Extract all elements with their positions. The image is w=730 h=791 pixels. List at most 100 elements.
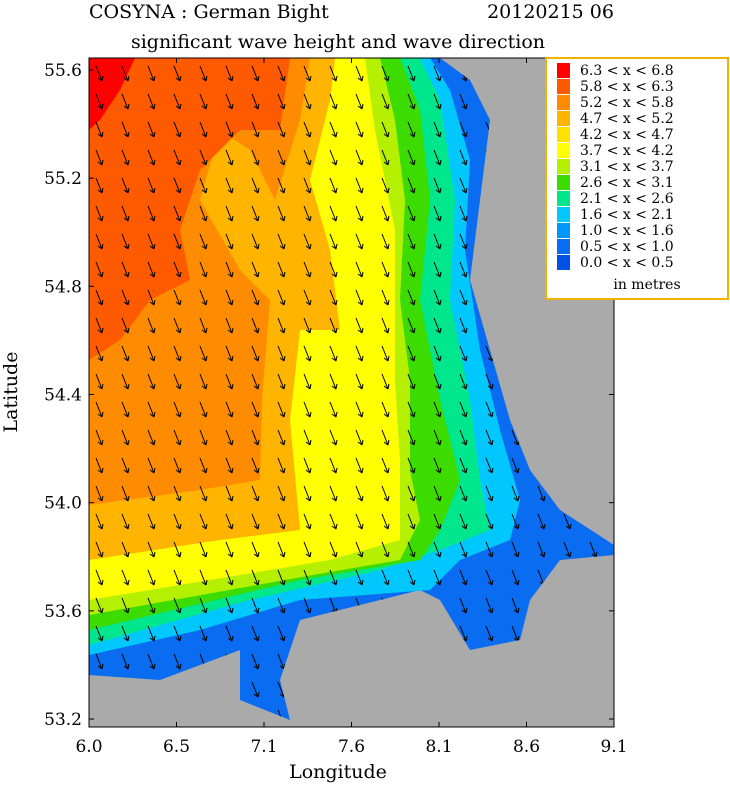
arrow bbox=[433, 513, 442, 530]
arrow bbox=[225, 485, 234, 502]
arrow bbox=[407, 485, 416, 502]
arrow bbox=[355, 457, 364, 474]
arrow bbox=[329, 345, 338, 362]
arrow bbox=[433, 93, 442, 110]
arrow bbox=[173, 121, 182, 138]
arrow bbox=[329, 261, 338, 278]
arrow bbox=[485, 485, 494, 502]
arrow bbox=[329, 289, 338, 306]
arrow bbox=[121, 569, 130, 586]
arrow bbox=[199, 569, 208, 586]
legend-box bbox=[545, 57, 729, 300]
arrow bbox=[303, 121, 312, 138]
arrow bbox=[433, 569, 442, 586]
arrow bbox=[147, 373, 156, 390]
arrow bbox=[121, 541, 130, 558]
arrow bbox=[459, 205, 468, 222]
legend-swatch bbox=[557, 239, 570, 254]
arrow bbox=[199, 401, 208, 418]
arrow bbox=[407, 289, 416, 306]
title-left: COSYNA : German Bight bbox=[89, 1, 329, 23]
arrow bbox=[303, 233, 312, 250]
arrow bbox=[225, 177, 234, 194]
arrow bbox=[251, 373, 260, 390]
legend-swatch bbox=[557, 191, 570, 206]
arrow bbox=[199, 373, 208, 390]
y-tick-label: 54.8 bbox=[44, 277, 82, 297]
legend-label: 4.2 < x < 4.7 bbox=[580, 127, 674, 143]
arrow bbox=[329, 401, 338, 418]
arrow bbox=[407, 373, 416, 390]
arrow bbox=[95, 65, 104, 82]
subtitle: significant wave height and wave directi… bbox=[131, 31, 545, 53]
x-tick-label: 8.6 bbox=[513, 737, 540, 757]
legend-label: 2.1 < x < 2.6 bbox=[580, 191, 674, 207]
arrow bbox=[355, 345, 364, 362]
arrow bbox=[511, 457, 520, 474]
arrow bbox=[147, 177, 156, 194]
arrow bbox=[329, 541, 338, 558]
arrow bbox=[381, 233, 390, 250]
arrow bbox=[225, 597, 234, 614]
arrow bbox=[173, 317, 182, 334]
arrow bbox=[251, 345, 260, 362]
arrow bbox=[511, 597, 520, 614]
arrow bbox=[225, 373, 234, 390]
legend-swatch bbox=[557, 175, 570, 190]
arrow bbox=[225, 625, 234, 642]
arrow bbox=[173, 457, 182, 474]
arrow bbox=[95, 93, 104, 110]
arrow bbox=[251, 121, 260, 138]
arrow bbox=[329, 149, 338, 166]
arrow bbox=[407, 429, 416, 446]
arrow bbox=[277, 289, 286, 306]
arrow bbox=[355, 429, 364, 446]
arrow bbox=[277, 205, 286, 222]
legend-swatch bbox=[557, 95, 570, 110]
arrow bbox=[251, 429, 260, 446]
arrow bbox=[147, 65, 156, 82]
arrow bbox=[355, 93, 364, 110]
arrow bbox=[433, 289, 442, 306]
legend-swatch bbox=[557, 127, 570, 142]
arrow bbox=[173, 233, 182, 250]
arrow bbox=[303, 401, 312, 418]
arrow bbox=[147, 233, 156, 250]
arrow bbox=[225, 121, 234, 138]
arrow bbox=[121, 513, 130, 530]
arrow bbox=[433, 65, 442, 82]
arrow bbox=[173, 289, 182, 306]
arrow bbox=[407, 65, 416, 82]
arrow bbox=[485, 401, 494, 418]
y-axis-label: Latitude bbox=[0, 352, 22, 433]
arrow bbox=[381, 541, 390, 558]
arrow bbox=[355, 289, 364, 306]
arrow bbox=[485, 429, 494, 446]
arrow bbox=[199, 513, 208, 530]
arrow bbox=[381, 289, 390, 306]
arrow bbox=[407, 401, 416, 418]
x-tick-label: 7.6 bbox=[338, 737, 365, 757]
arrow bbox=[121, 233, 130, 250]
arrow bbox=[407, 457, 416, 474]
arrow bbox=[303, 457, 312, 474]
arrow bbox=[433, 541, 442, 558]
arrow bbox=[121, 149, 130, 166]
arrow bbox=[381, 205, 390, 222]
title-right: 20120215 06 bbox=[487, 1, 614, 23]
x-tick-label: 9.1 bbox=[600, 737, 627, 757]
arrow bbox=[121, 93, 130, 110]
arrow bbox=[537, 541, 546, 558]
arrow bbox=[329, 485, 338, 502]
arrow bbox=[303, 429, 312, 446]
arrow bbox=[303, 569, 312, 586]
arrow bbox=[407, 317, 416, 334]
arrow bbox=[225, 205, 234, 222]
legend-label: 6.3 < x < 6.8 bbox=[580, 63, 674, 79]
arrow bbox=[251, 513, 260, 530]
arrow bbox=[433, 205, 442, 222]
legend-swatch bbox=[557, 223, 570, 238]
arrow bbox=[303, 485, 312, 502]
arrow bbox=[251, 681, 260, 698]
arrow bbox=[485, 569, 494, 586]
